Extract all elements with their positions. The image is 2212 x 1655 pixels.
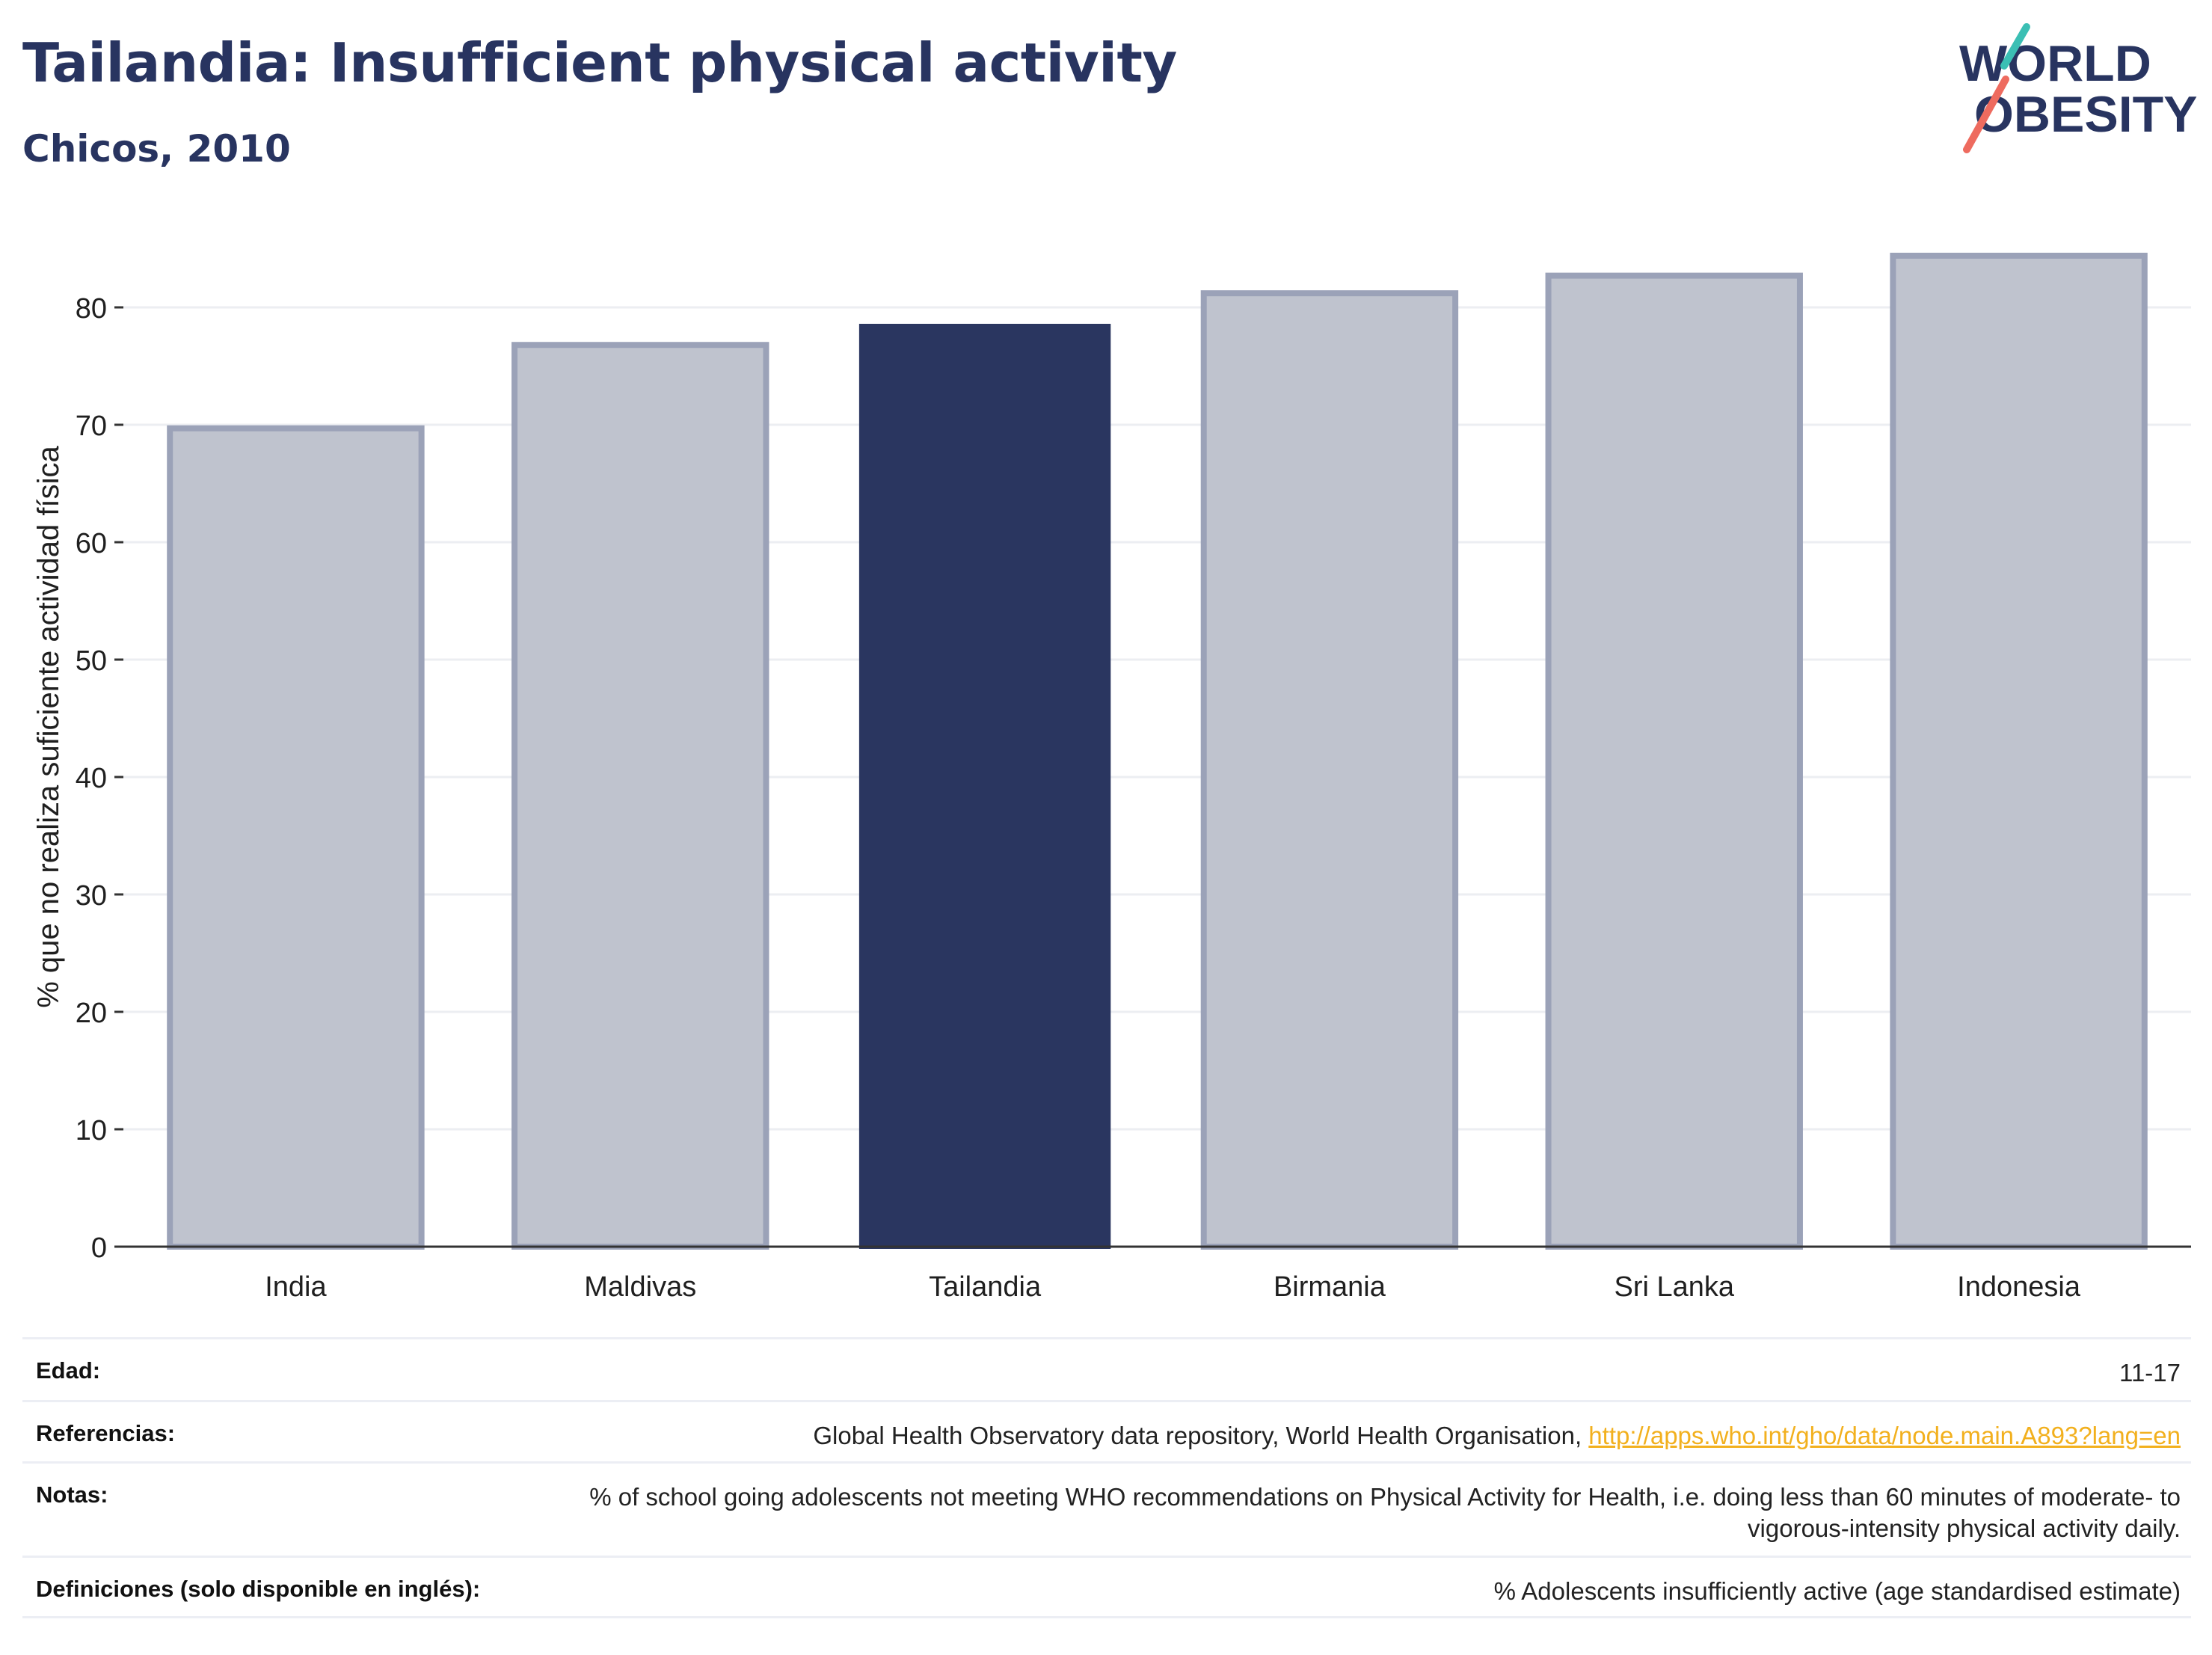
y-axis-label: % que no realiza suficiente actividad fí… — [32, 445, 65, 1007]
info-row-age: Edad: 11-17 — [22, 1337, 2191, 1400]
bar-india[interactable] — [167, 425, 425, 1250]
x-tick-label: Tailandia — [929, 1271, 1042, 1303]
y-tick-label: 0 — [91, 1232, 107, 1264]
bar-birmania[interactable] — [1200, 290, 1459, 1250]
bar-sri-lanka[interactable] — [1545, 272, 1803, 1250]
chart-title: Tailandia: Insufficient physical activit… — [22, 31, 1177, 94]
info-value: % of school going adolescents not meetin… — [589, 1483, 2181, 1542]
reference-text: Global Health Observatory data repositor… — [813, 1422, 1589, 1449]
logo-teal-stroke — [2000, 23, 2030, 70]
x-tick-label: Maldivas — [584, 1271, 696, 1303]
axes: 0 10 20 30 40 50 60 70 80 India Maldivas Tailandia B… — [76, 293, 2191, 1303]
reference-link[interactable]: http://apps.who.int/gho/data/node.main.A… — [1588, 1422, 2181, 1449]
y-tick-label: 60 — [76, 528, 107, 559]
info-row-notes: Notas: % of school going adolescents not… — [22, 1461, 2191, 1556]
world-obesity-logo: WORLD OBESITY — [1959, 23, 2198, 153]
y-tick-label: 30 — [76, 880, 107, 912]
info-row-references: Referencias: Global Health Observatory d… — [22, 1400, 2191, 1461]
y-tick-label: 80 — [76, 293, 107, 325]
x-tick-label: Indonesia — [1957, 1271, 2081, 1303]
y-tick-label: 40 — [76, 763, 107, 794]
bar-indonesia[interactable] — [1890, 252, 2148, 1250]
x-tick-label: India — [265, 1271, 327, 1303]
bar-tailandia[interactable] — [858, 323, 1111, 1250]
chart-subtitle: Chicos, 2010 — [22, 127, 291, 171]
bar-maldivas[interactable] — [511, 342, 769, 1250]
grid-lines — [123, 306, 2191, 1131]
logo-line2: OBESITY — [1974, 86, 2198, 143]
info-value: 11-17 — [2119, 1359, 2181, 1387]
logo-coral-stroke — [1963, 76, 2009, 153]
x-tick-label: Birmania — [1274, 1271, 1386, 1303]
logo-line1: WORLD — [1959, 35, 2151, 92]
y-tick-label: 20 — [76, 998, 107, 1029]
info-label: Edad: — [36, 1357, 101, 1384]
y-tick-label: 70 — [76, 411, 107, 442]
info-value: % Adolescents insufficiently active (age… — [1493, 1577, 2181, 1605]
x-tick-label: Sri Lanka — [1614, 1271, 1734, 1303]
info-row-definitions: Definiciones (solo disponible en inglés)… — [22, 1556, 2191, 1618]
y-tick-label: 10 — [76, 1115, 107, 1146]
info-table: Edad: 11-17 Referencias: Global Health O… — [22, 1337, 2191, 1618]
info-label: Referencias: — [36, 1420, 176, 1446]
y-tick-label: 50 — [76, 645, 107, 677]
info-value: Global Health Observatory data repositor… — [813, 1420, 2181, 1452]
bar-chart: 0 10 20 30 40 50 60 70 80 India Maldivas Tailandia B… — [32, 252, 2191, 1303]
bars — [167, 252, 2148, 1250]
info-label: Notas: — [36, 1481, 108, 1508]
info-label: Definiciones (solo disponible en inglés)… — [36, 1576, 481, 1602]
